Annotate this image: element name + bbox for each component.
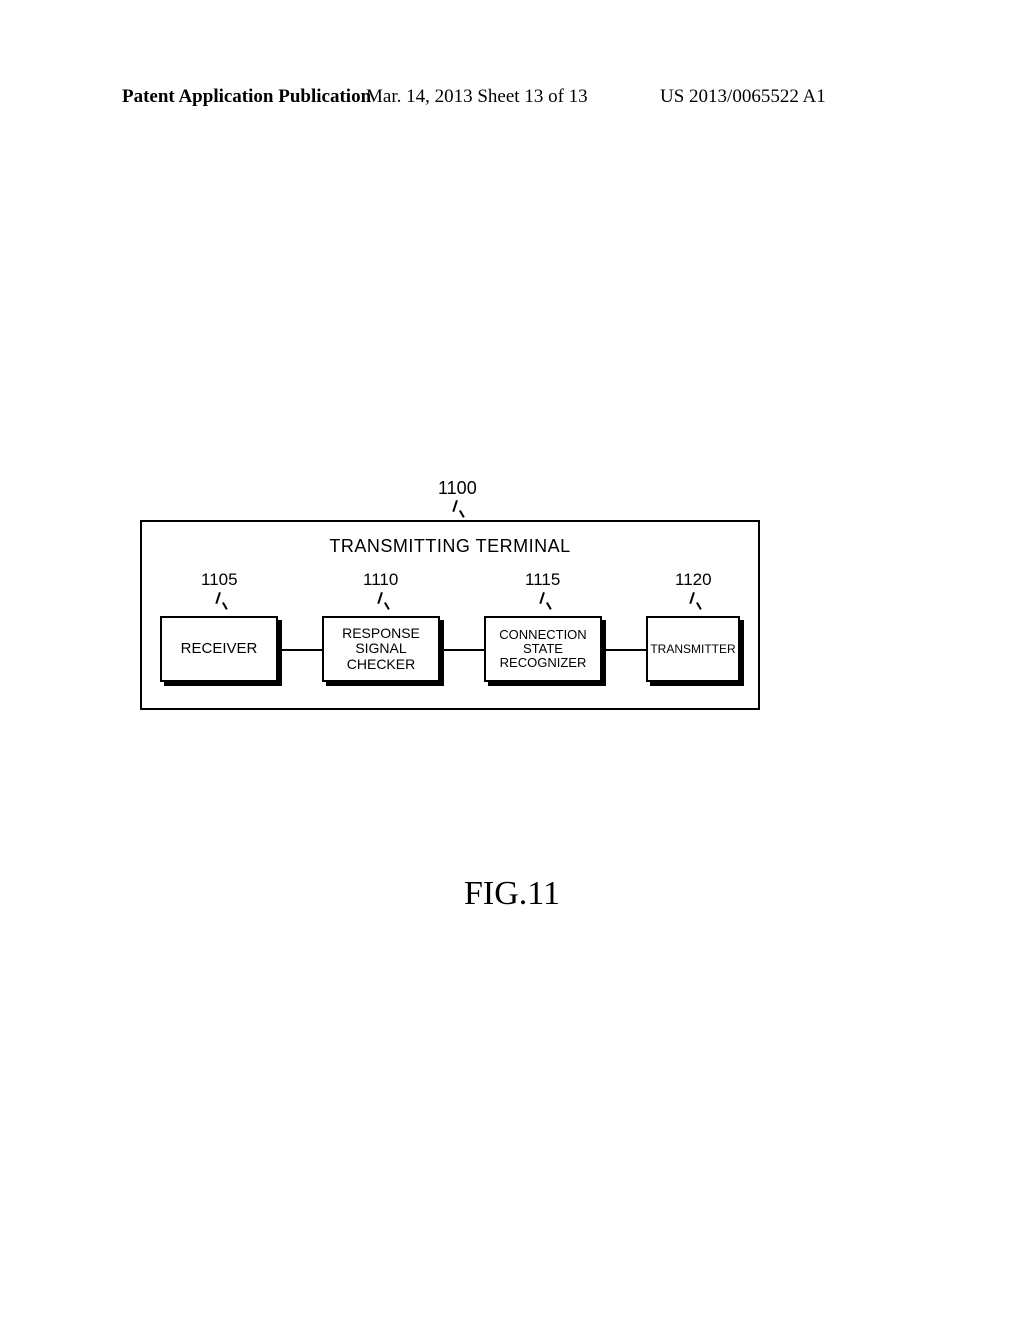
block-1115: CONNECTIONSTATERECOGNIZER — [484, 616, 602, 682]
figure-label: FIG.11 — [0, 875, 1024, 913]
ref-1105: 1105 — [201, 570, 238, 590]
connector-line — [280, 649, 322, 651]
header-mid: Mar. 14, 2013 Sheet 13 of 13 — [366, 86, 588, 108]
ref-1100: 1100 — [438, 478, 477, 499]
block-1120: TRANSMITTER — [646, 616, 740, 682]
transmitting-terminal-title: TRANSMITTING TERMINAL — [142, 536, 758, 557]
ref-1115: 1115 — [525, 570, 560, 590]
leader-tick — [687, 592, 701, 610]
header-left: Patent Application Publication — [122, 86, 371, 108]
leader-tick — [450, 500, 464, 518]
block-1105: RECEIVER — [160, 616, 278, 682]
leader-tick — [375, 592, 389, 610]
ref-1120: 1120 — [675, 570, 712, 590]
connector-line — [442, 649, 484, 651]
leader-tick — [213, 592, 227, 610]
ref-1110: 1110 — [363, 570, 398, 590]
header-right: US 2013/0065522 A1 — [660, 86, 826, 108]
connector-line — [604, 649, 646, 651]
leader-tick — [537, 592, 551, 610]
block-1110: RESPONSESIGNALCHECKER — [322, 616, 440, 682]
page: Patent Application Publication Mar. 14, … — [0, 0, 1024, 1320]
